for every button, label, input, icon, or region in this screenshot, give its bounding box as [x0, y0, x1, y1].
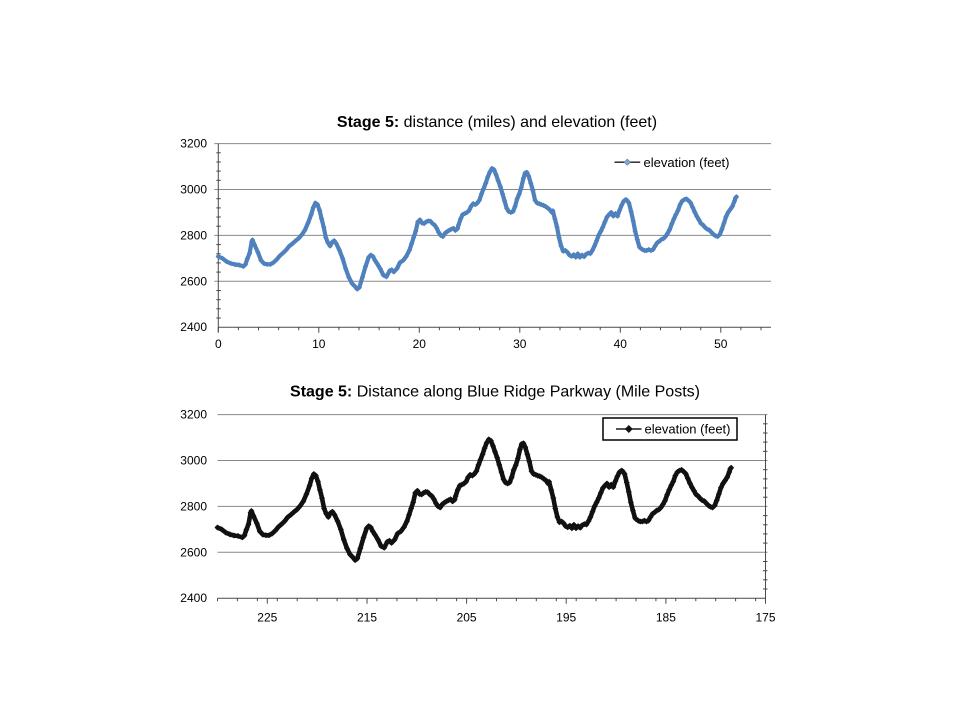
svg-text:Stage 5: Distance along Blue R: Stage 5: Distance along Blue Ridge Parkw…	[290, 384, 700, 401]
svg-text:3000: 3000	[180, 454, 207, 468]
svg-text:50: 50	[714, 337, 728, 351]
svg-text:3200: 3200	[180, 137, 207, 151]
svg-text:215: 215	[357, 611, 377, 625]
svg-text:2400: 2400	[180, 320, 207, 334]
svg-text:elevation (feet): elevation (feet)	[645, 422, 731, 437]
svg-text:2400: 2400	[180, 591, 207, 605]
svg-text:2600: 2600	[180, 274, 207, 288]
svg-text:195: 195	[556, 611, 576, 625]
svg-text:40: 40	[614, 337, 628, 351]
svg-text:Stage 5: distance (miles) and: Stage 5: distance (miles) and elevation …	[337, 114, 657, 131]
svg-text:205: 205	[457, 611, 477, 625]
svg-text:30: 30	[513, 337, 527, 351]
svg-text:20: 20	[413, 337, 427, 351]
svg-text:3200: 3200	[180, 408, 207, 422]
svg-text:185: 185	[656, 611, 676, 625]
svg-text:0: 0	[215, 337, 222, 351]
svg-text:2800: 2800	[180, 499, 207, 513]
svg-text:elevation (feet): elevation (feet)	[644, 155, 730, 170]
svg-text:2600: 2600	[180, 545, 207, 559]
svg-text:225: 225	[257, 611, 277, 625]
svg-text:10: 10	[312, 337, 326, 351]
svg-text:2800: 2800	[180, 228, 207, 242]
svg-text:3000: 3000	[180, 183, 207, 197]
svg-text:175: 175	[755, 611, 775, 625]
